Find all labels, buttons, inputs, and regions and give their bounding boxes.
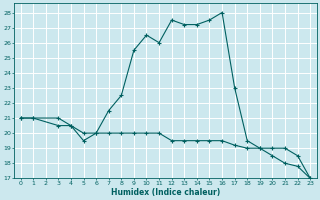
X-axis label: Humidex (Indice chaleur): Humidex (Indice chaleur) bbox=[111, 188, 220, 197]
